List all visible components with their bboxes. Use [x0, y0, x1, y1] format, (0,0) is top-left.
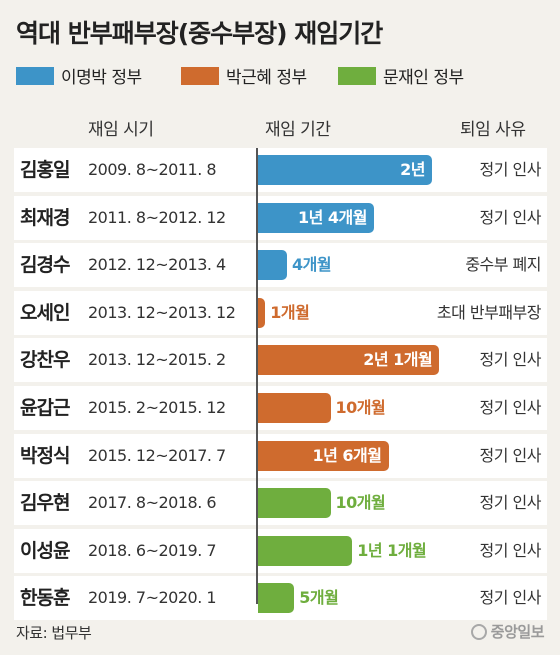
table-row: 김경수 2012. 12~2013. 4 중수부 폐지 4개월	[14, 243, 547, 288]
row-reason: 정기 인사	[479, 445, 542, 465]
tenure-bar	[258, 393, 331, 423]
row-reason: 정기 인사	[479, 350, 542, 370]
column-header-tenure: 재임 기간	[265, 120, 331, 140]
tenure-bar	[258, 202, 374, 233]
table-row: 강찬우 2013. 12~2015. 2 정기 인사 2년 1개월	[14, 338, 547, 383]
row-reason: 정기 인사	[479, 160, 542, 179]
row-name: 최재경	[20, 206, 70, 229]
tenure-label: 1년 4개월	[298, 207, 368, 227]
column-header-period: 재임 시기	[88, 120, 154, 140]
source-note: 자료: 법무부	[16, 624, 92, 642]
row-name: 윤갑근	[20, 397, 70, 419]
tenure-label: 5개월	[299, 588, 339, 608]
tenure-label: 1년 1개월	[357, 540, 427, 560]
row-period: 2017. 8~2018. 6	[88, 493, 217, 513]
logo-text: 중앙일보	[490, 623, 545, 641]
row-period: 2018. 6~2019. 7	[88, 540, 217, 560]
axis-line	[256, 148, 258, 604]
tenure-bar	[258, 583, 295, 614]
row-name: 김우현	[20, 492, 70, 515]
tenure-label: 4개월	[292, 255, 332, 275]
legend-swatch-lee	[16, 66, 54, 85]
row-reason: 정기 인사	[479, 398, 542, 417]
legend-item-moon: 문재인 정부	[338, 63, 464, 88]
tenure-bar	[258, 345, 440, 376]
tenure-bar	[258, 297, 266, 328]
legend-item-lee: 이명박 정부	[16, 63, 142, 88]
tenure-bar	[258, 250, 287, 281]
table-row: 한동훈 2019. 7~2020. 1 정기 인사 5개월	[14, 576, 547, 621]
tenure-bar	[258, 155, 432, 185]
tenure-label: 10개월	[335, 398, 386, 417]
publisher-logo: 중앙일보	[470, 621, 545, 642]
legend-label: 문재인 정부	[383, 68, 464, 88]
tenure-bar	[258, 440, 389, 471]
chart-title: 역대 반부패부장(중수부장) 재임기간	[16, 19, 383, 48]
row-period: 2012. 12~2013. 4	[88, 255, 226, 275]
row-period: 2011. 8~2012. 12	[88, 207, 226, 227]
table-row: 김우현 2017. 8~2018. 6 정기 인사 10개월	[14, 481, 547, 526]
tenure-label: 2년	[400, 160, 425, 179]
table-row: 이성윤 2018. 6~2019. 7 정기 인사 1년 1개월	[14, 528, 547, 573]
legend-swatch-moon	[338, 66, 376, 85]
row-period: 2009. 8~2011. 8	[88, 160, 217, 179]
row-name: 강찬우	[20, 349, 70, 372]
tenure-bar	[258, 488, 331, 519]
legend-swatch-park	[181, 66, 219, 85]
row-name: 이성윤	[20, 539, 70, 562]
legend-label: 박근혜 정부	[226, 68, 307, 88]
row-reason: 초대 반부패부장	[436, 302, 542, 322]
table-row: 박정식 2015. 12~2017. 7 정기 인사 1년 6개월	[14, 433, 547, 478]
column-header-reason: 퇴임 사유	[460, 120, 526, 140]
row-name: 김경수	[20, 254, 70, 277]
row-period: 2019. 7~2020. 1	[88, 588, 217, 608]
row-period: 2013. 12~2013. 12	[88, 302, 236, 322]
tenure-label: 1년 6개월	[312, 445, 382, 465]
row-period: 2015. 12~2017. 7	[88, 445, 226, 465]
row-name: 박정식	[20, 444, 70, 467]
row-reason: 중수부 폐지	[465, 255, 541, 275]
row-period: 2013. 12~2015. 2	[88, 350, 226, 370]
row-name: 오세인	[20, 301, 70, 324]
row-name: 김홍일	[20, 159, 70, 181]
row-period: 2015. 2~2015. 12	[88, 398, 226, 417]
tenure-label: 2년 1개월	[363, 350, 433, 370]
row-reason: 정기 인사	[479, 540, 542, 560]
legend-item-park: 박근혜 정부	[181, 63, 307, 88]
row-name: 한동훈	[20, 587, 70, 610]
row-reason: 정기 인사	[479, 588, 542, 608]
logo-mark-icon	[470, 623, 487, 640]
tenure-bar	[258, 535, 353, 566]
table-row: 김홍일 2009. 8~2011. 8 정기 인사 2년	[14, 148, 547, 192]
row-reason: 정기 인사	[479, 493, 542, 513]
table-row: 최재경 2011. 8~2012. 12 정기 인사 1년 4개월	[14, 195, 547, 240]
tenure-label: 10개월	[335, 493, 386, 513]
legend-label: 이명박 정부	[61, 68, 142, 88]
row-reason: 정기 인사	[479, 207, 542, 227]
table-row: 윤갑근 2015. 2~2015. 12 정기 인사 10개월	[14, 386, 547, 430]
tenure-label: 1개월	[270, 302, 310, 322]
table-row: 오세인 2013. 12~2013. 12 초대 반부패부장 1개월	[14, 290, 547, 335]
